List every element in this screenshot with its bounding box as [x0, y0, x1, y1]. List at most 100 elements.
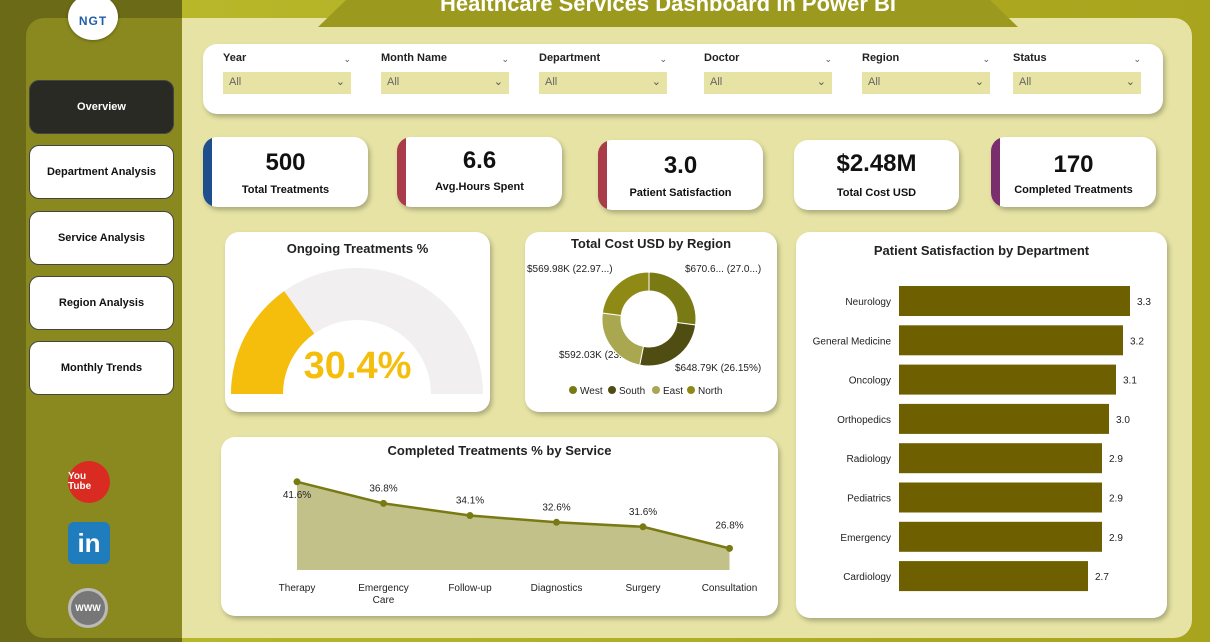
chevron-down-icon: ⌄	[493, 76, 503, 88]
bar-value-label: 2.9	[1109, 494, 1123, 505]
donut-label: $648.79K (26.15%)	[675, 363, 761, 374]
gauge-title: Ongoing Treatments %	[286, 241, 429, 256]
chevron-down-icon: ⌄	[501, 54, 509, 64]
chevron-down-icon: ⌄	[1133, 54, 1141, 64]
area-point	[726, 544, 733, 552]
area-point	[466, 512, 474, 520]
bar-cardiology	[899, 561, 1088, 592]
chevron-down-icon: ⌄	[816, 76, 826, 88]
gauge-chart	[231, 268, 483, 394]
donut-label: $569.98K (22.97...)	[527, 264, 613, 275]
donut-card: Total Cost USD by Region $569.98K (22.97…	[525, 232, 777, 412]
legend-swatch-west	[569, 386, 577, 394]
filter-panel: Year ⌄ All ⌄ Month Name ⌄ All ⌄ Department ⌄ …	[203, 44, 1163, 114]
area-value-label: 31.6%	[629, 507, 657, 518]
filter-department[interactable]: Department ⌄ All ⌄	[539, 52, 667, 94]
bar-category-label: Pediatrics	[847, 494, 891, 505]
logo-text: NGT	[78, 14, 108, 28]
donut-title: Total Cost USD by Region	[570, 236, 732, 251]
ngt-logo: NGT	[68, 0, 118, 40]
kpi-patient-satisfaction: 3.0 Patient Satisfaction	[598, 140, 763, 210]
satisfaction-title: Patient Satisfaction by Department	[873, 243, 1090, 258]
legend-label: South	[619, 386, 645, 397]
title-banner: Healthcare Services Dashboard in Power B…	[318, 0, 1018, 27]
bar-category-label: Cardiology	[843, 572, 891, 583]
bar-category-label: Oncology	[849, 376, 891, 387]
chevron-down-icon: ⌄	[824, 54, 832, 64]
chevron-down-icon: ⌄	[974, 76, 984, 88]
gauge-track	[231, 268, 483, 394]
filter-month-name[interactable]: Month Name ⌄ All ⌄	[381, 52, 509, 94]
bar-category-label: General Medicine	[813, 336, 892, 347]
area-x-tick: Emergency	[358, 583, 409, 594]
area-line	[296, 480, 730, 550]
filter-status-value[interactable]: All ⌄	[1013, 72, 1141, 94]
kpi-accent	[598, 140, 607, 210]
youtube-icon[interactable]: You Tube	[68, 461, 110, 503]
legend-label: North	[698, 386, 722, 397]
page-title: Healthcare Services Dashboard in Power B…	[439, 0, 897, 16]
area-value-label: 32.6%	[542, 502, 570, 513]
kpi-accent	[397, 137, 406, 207]
gauge-card: Ongoing Treatments % 30.4%	[225, 232, 490, 412]
legend-label: East	[663, 386, 683, 397]
website-icon[interactable]: WWW	[68, 588, 108, 628]
bar-category-label: Emergency	[840, 533, 891, 544]
bar-category-label: Neurology	[845, 297, 891, 308]
area-point	[293, 478, 301, 486]
bar-category-label: Orthopedics	[837, 415, 891, 426]
area-value-label: 34.1%	[456, 496, 484, 507]
nav-overview[interactable]: Overview	[29, 80, 174, 134]
chevron-down-icon: ⌄	[335, 76, 345, 88]
filter-department-value[interactable]: All ⌄	[539, 72, 667, 94]
bar-category-label: Radiology	[847, 454, 891, 465]
filter-region[interactable]: Region ⌄ All ⌄	[862, 52, 990, 94]
area-x-tick: Surgery	[625, 583, 660, 594]
legend-label: West	[580, 386, 603, 397]
area-value-label: 26.8%	[715, 520, 743, 531]
area-x-tick: Follow-up	[448, 583, 492, 594]
bar-neurology	[899, 286, 1130, 316]
donut-chart: $569.98K (22.97...) $670.6... (27.0...) …	[527, 264, 761, 397]
kpi-accent	[203, 137, 212, 207]
linkedin-icon[interactable]: in	[68, 522, 110, 564]
satisfaction-card: Patient Satisfaction by Department Neuro…	[796, 232, 1167, 618]
gauge-value: 30.4%	[303, 345, 412, 387]
kpi-completed-treatments: 170 Completed Treatments	[991, 137, 1156, 207]
filter-year[interactable]: Year ⌄ All ⌄	[223, 52, 351, 94]
filter-month-value[interactable]: All ⌄	[381, 72, 509, 94]
chevron-down-icon: ⌄	[343, 54, 351, 64]
donut-slice-west	[648, 271, 697, 326]
area-x-tick: Diagnostics	[531, 583, 583, 594]
area-point	[380, 499, 387, 507]
bar-radiology	[899, 443, 1102, 474]
completed-title: Completed Treatments % by Service	[387, 443, 612, 458]
filter-region-value[interactable]: All ⌄	[862, 72, 990, 94]
donut-label: $592.03K (23.86%)	[559, 350, 645, 361]
bar-emergency	[899, 521, 1102, 552]
bar-value-label: 3.1	[1123, 376, 1137, 387]
nav-department-analysis[interactable]: Department Analysis	[29, 145, 174, 199]
filter-year-value[interactable]: All ⌄	[223, 72, 351, 94]
nav-monthly-trends[interactable]: Monthly Trends	[29, 341, 174, 395]
area-point	[553, 518, 560, 526]
bar-orthopedics	[899, 403, 1109, 434]
area-value-label: 41.6%	[283, 490, 311, 501]
bar-value-label: 3.2	[1130, 336, 1144, 347]
filter-status[interactable]: Status ⌄ All ⌄	[1013, 52, 1141, 94]
chevron-down-icon: ⌄	[651, 76, 661, 88]
area-point	[639, 523, 647, 531]
nav-service-analysis[interactable]: Service Analysis	[29, 211, 174, 265]
donut-slice-south	[639, 321, 697, 367]
kpi-avg-hours: 6.6 Avg.Hours Spent	[397, 137, 562, 207]
chevron-down-icon: ⌄	[1125, 76, 1135, 88]
filter-doctor[interactable]: Doctor ⌄ All ⌄	[704, 52, 832, 94]
bar-value-label: 3.0	[1116, 415, 1130, 426]
kpi-total-cost: $2.48M Total Cost USD	[794, 140, 959, 210]
filter-doctor-value[interactable]: All ⌄	[704, 72, 832, 94]
satisfaction-bar-chart: Neurology 3.3 General Medicine 3.2 Oncology 3…	[813, 286, 1151, 592]
chevron-down-icon: ⌄	[659, 54, 667, 64]
nav-region-analysis[interactable]: Region Analysis	[29, 276, 174, 330]
area-fill	[297, 481, 730, 570]
